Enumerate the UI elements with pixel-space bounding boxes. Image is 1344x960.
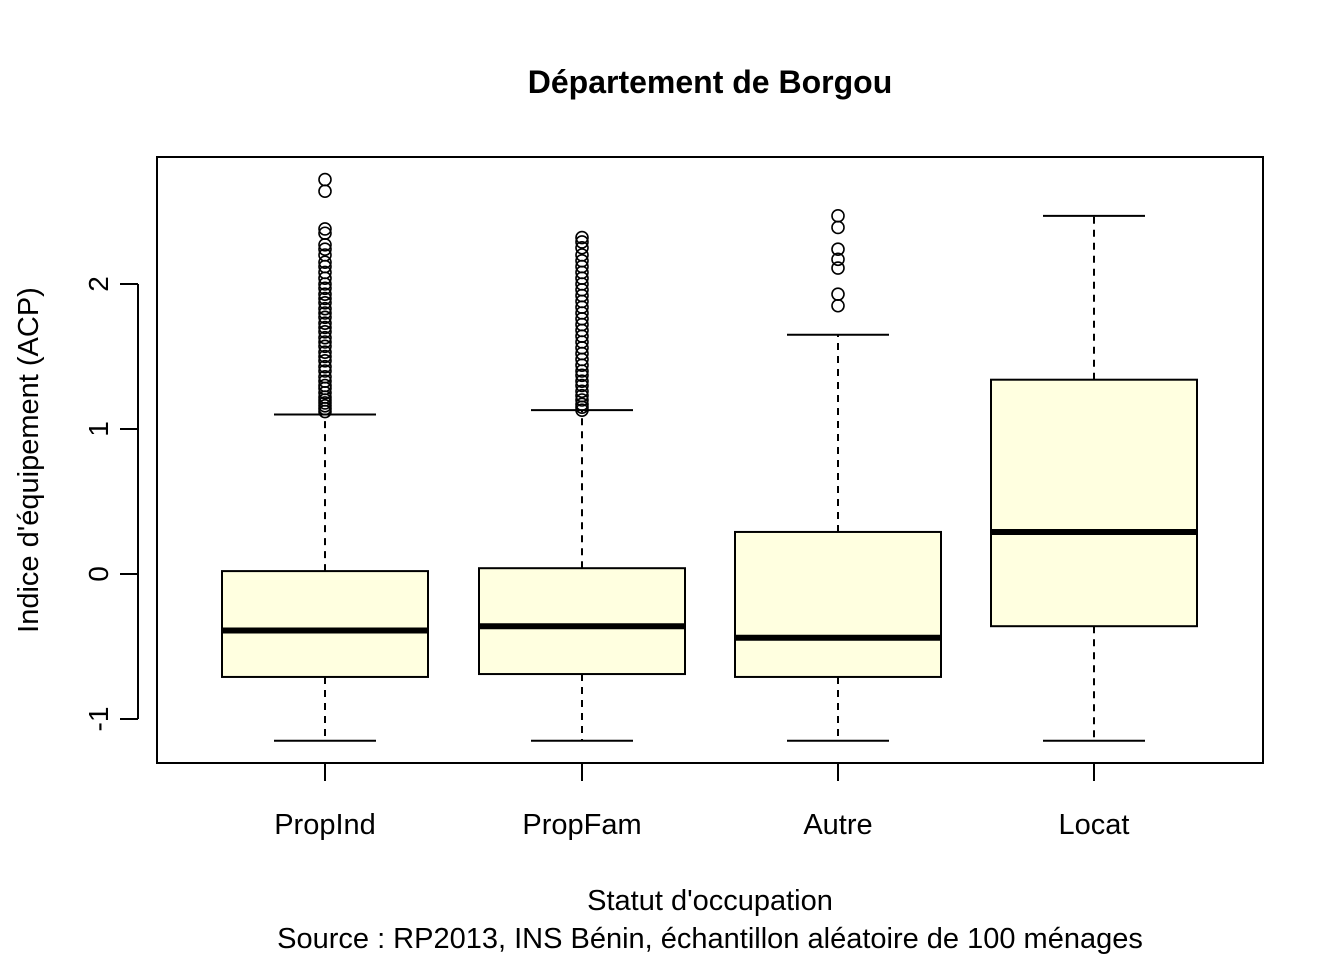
outlier-point (575, 248, 589, 262)
x-axis: PropInd PropFam Autre Locat (274, 762, 1130, 841)
box-propind (221, 172, 429, 742)
outlier-point (575, 378, 589, 393)
outlier-point (575, 230, 589, 245)
iqr-box (221, 570, 429, 678)
outlier-point (318, 359, 332, 374)
boxes-group (221, 172, 1198, 742)
outlier-point (318, 354, 332, 368)
outlier-point (318, 255, 332, 270)
source-caption: Source : RP2013, INS Bénin, échantillon … (277, 923, 1143, 955)
outlier-point (575, 384, 589, 399)
outlier-point (318, 287, 332, 301)
outlier-point (318, 242, 332, 256)
outlier-point (575, 235, 589, 249)
x-axis-label: Statut d'occupation (587, 885, 833, 917)
y-axis-label: Indice d'équipement (ACP) (13, 287, 45, 633)
outlier-point (831, 261, 845, 275)
outlier-point (318, 184, 332, 198)
outlier-point (318, 306, 332, 320)
outlier-point (831, 287, 845, 301)
x-tick-label: Autre (803, 809, 872, 841)
x-tick-label: PropInd (274, 809, 376, 841)
y-axis: -1 0 1 2 (83, 276, 139, 732)
outlier-point (831, 220, 845, 235)
outlier-point (318, 364, 332, 378)
outlier-point (318, 226, 332, 241)
outlier-point (575, 388, 589, 403)
box-propfam (478, 230, 686, 742)
outlier-point (318, 222, 332, 236)
iqr-box (478, 567, 686, 676)
outlier-point (318, 248, 332, 262)
outlier-point (831, 209, 845, 223)
outlier-point (831, 298, 845, 313)
outlier-point (318, 378, 332, 393)
box-locat (990, 214, 1198, 742)
outlier-point (318, 345, 332, 359)
iqr-box (734, 530, 942, 678)
outlier-point (575, 397, 589, 412)
outlier-point (318, 310, 332, 325)
box-autre (734, 209, 942, 742)
outlier-point (318, 330, 332, 345)
outlier-point (318, 374, 332, 388)
y-tick-label: 1 (83, 421, 114, 437)
outlier-point (575, 253, 589, 268)
outlier-point (575, 368, 589, 383)
outlier-point (318, 316, 332, 330)
outlier-point (831, 252, 845, 267)
outlier-point (318, 369, 332, 384)
outlier-point (318, 301, 332, 316)
x-tick-label: Locat (1059, 809, 1130, 841)
outlier-point (318, 320, 332, 335)
outlier-point (318, 172, 332, 187)
y-tick-label: -1 (83, 707, 114, 732)
outlier-point (318, 265, 332, 280)
iqr-box (990, 378, 1198, 628)
outlier-point (318, 335, 332, 349)
chart-title: Département de Borgou (528, 64, 892, 100)
outlier-point (318, 296, 332, 310)
outlier-point (831, 242, 845, 256)
outlier-point (575, 374, 589, 388)
y-tick-label: 2 (83, 276, 114, 292)
y-tick-label: 0 (83, 566, 114, 582)
outlier-point (318, 349, 332, 364)
outlier-point (318, 339, 332, 354)
x-tick-label: PropFam (522, 809, 641, 841)
outlier-point (318, 291, 332, 306)
outlier-point (575, 240, 589, 255)
outlier-point (318, 281, 332, 296)
outlier-point (318, 325, 332, 339)
outlier-point (575, 393, 589, 407)
